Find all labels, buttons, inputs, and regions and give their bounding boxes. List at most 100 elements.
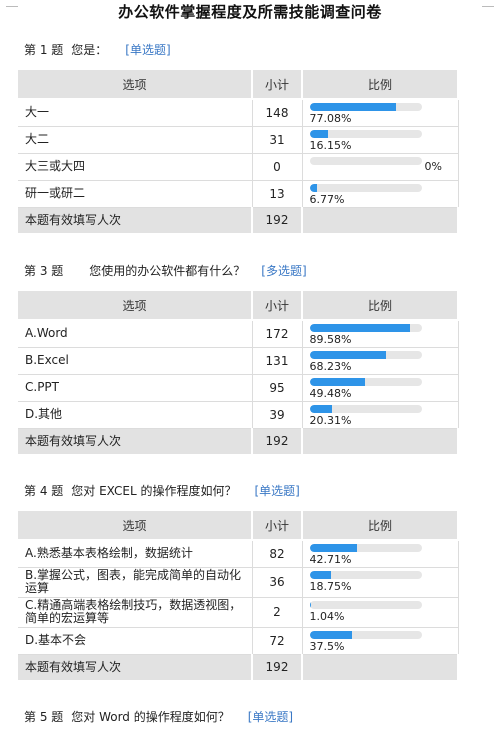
ratio-percent: 37.5%	[309, 639, 345, 653]
ratio-percent: 68.23%	[309, 359, 352, 373]
ratio-bar-track	[309, 350, 422, 359]
question-1-table: 选项 小计 比例 大一 148 77.08% 大二 31 16.15% 大三或大…	[18, 70, 459, 233]
option-label: B.掌握公式，图表，能完成简单的自动化运算	[18, 567, 253, 598]
option-count: 39	[252, 401, 303, 429]
ratio-percent: 1.04%	[309, 609, 345, 623]
question-3-table: 选项 小计 比例 A.Word 172 89.58% B.Excel 131 6…	[18, 291, 459, 454]
total-row: 本题有效填写人次 192	[18, 207, 459, 233]
option-count: 13	[252, 180, 303, 208]
table-row: C.精通高端表格绘制技巧，数据透视图，简单的宏运算等 2 1.04%	[18, 597, 459, 628]
option-count: 2	[252, 597, 303, 628]
corner-mark-left	[6, 6, 18, 7]
ratio-bar-track	[309, 630, 422, 639]
header-count: 小计	[252, 70, 303, 100]
corner-mark-right	[482, 6, 494, 7]
ratio-bar-fill	[309, 377, 365, 386]
question-1-header: 第 1 题您是： [单选题]	[24, 41, 171, 58]
option-count: 31	[252, 126, 303, 154]
ratio-percent: 42.71%	[309, 553, 352, 566]
header-count: 小计	[252, 511, 303, 541]
ratio-percent: 18.75%	[309, 579, 352, 593]
option-label: 大三或大四	[18, 153, 253, 181]
page-title: 办公软件掌握程度及所需技能调查问卷	[118, 3, 382, 21]
option-label: B.Excel	[18, 347, 253, 375]
option-label: 大一	[18, 99, 253, 127]
question-type-link[interactable]: [多选题]	[261, 264, 307, 278]
ratio-bar-track	[309, 600, 422, 609]
ratio-bar-fill	[309, 324, 410, 332]
total-count: 192	[252, 428, 303, 454]
ratio-bar-track	[309, 183, 422, 192]
table-row: B.掌握公式，图表，能完成简单的自动化运算 36 18.75%	[18, 567, 459, 598]
option-ratio: 1.04%	[302, 597, 459, 628]
option-label: 大二	[18, 126, 253, 154]
ratio-bar-track	[309, 544, 422, 552]
option-ratio: 77.08%	[302, 99, 459, 127]
question-5-header: 第 5 题您对 Word 的操作程度如何？ [单选题]	[24, 708, 293, 725]
table-header-row: 选项 小计 比例	[18, 291, 459, 321]
table-row: A.熟悉基本表格绘制，数据统计 82 42.71%	[18, 540, 459, 568]
ratio-bar-track	[309, 156, 422, 165]
question-3-header: 第 3 题 您使用的办公软件都有什么？ [多选题]	[24, 262, 307, 279]
table-row: 大三或大四 0 0%	[18, 153, 459, 181]
total-row: 本题有效填写人次 192	[18, 654, 459, 680]
option-label: C.PPT	[18, 374, 253, 402]
option-ratio: 18.75%	[302, 567, 459, 598]
option-ratio: 6.77%	[302, 180, 459, 208]
ratio-percent: 20.31%	[309, 413, 352, 427]
table-row: B.Excel 131 68.23%	[18, 347, 459, 375]
ratio-bar-fill	[309, 103, 396, 111]
option-ratio: 42.71%	[302, 540, 459, 568]
question-type-link[interactable]: [单选题]	[254, 484, 300, 498]
header-ratio: 比例	[302, 511, 459, 541]
table-row: C.PPT 95 49.48%	[18, 374, 459, 402]
option-label: A.熟悉基本表格绘制，数据统计	[18, 540, 253, 568]
table-header-row: 选项 小计 比例	[18, 70, 459, 100]
ratio-percent: 77.08%	[309, 112, 352, 125]
option-ratio: 20.31%	[302, 401, 459, 429]
question-number: 第 3 题	[24, 264, 64, 278]
question-text: 您对 Word 的操作程度如何？	[71, 710, 230, 724]
ratio-percent: 49.48%	[309, 386, 352, 400]
option-label: 研一或研二	[18, 180, 253, 208]
total-label: 本题有效填写人次	[18, 428, 253, 454]
total-label: 本题有效填写人次	[18, 654, 253, 680]
option-label: C.精通高端表格绘制技巧，数据透视图，简单的宏运算等	[18, 597, 253, 628]
ratio-bar-fill	[309, 630, 352, 639]
table-header-row: 选项 小计 比例	[18, 511, 459, 541]
question-number: 第 4 题	[24, 484, 64, 498]
question-text: 您是：	[71, 43, 108, 57]
question-text: 您使用的办公软件都有什么？	[89, 264, 246, 278]
total-label: 本题有效填写人次	[18, 207, 253, 233]
ratio-percent: 6.77%	[309, 192, 345, 206]
table-row: 大二 31 16.15%	[18, 126, 459, 154]
option-count: 82	[252, 540, 303, 568]
total-count: 192	[252, 654, 303, 680]
option-label: D.其他	[18, 401, 253, 429]
header-ratio: 比例	[302, 70, 459, 100]
question-type-link[interactable]: [单选题]	[247, 710, 294, 724]
ratio-percent: 0%	[424, 159, 442, 173]
ratio-bar-fill	[309, 544, 358, 552]
option-ratio: 49.48%	[302, 374, 459, 402]
ratio-bar-fill	[309, 570, 331, 579]
option-label: A.Word	[18, 320, 253, 348]
option-count: 0	[252, 153, 303, 181]
header-ratio: 比例	[302, 291, 459, 321]
table-row: D.基本不会 72 37.5%	[18, 627, 459, 655]
option-ratio: 68.23%	[302, 347, 459, 375]
table-row: 研一或研二 13 6.77%	[18, 180, 459, 208]
option-count: 36	[252, 567, 303, 598]
question-type-link[interactable]: [单选题]	[125, 43, 171, 57]
ratio-bar-track	[309, 324, 422, 332]
ratio-bar-track	[309, 404, 422, 413]
question-number: 第 5 题	[24, 710, 64, 724]
ratio-bar-track	[309, 377, 422, 386]
total-ratio-empty	[302, 428, 459, 454]
total-ratio-empty	[302, 207, 459, 233]
option-ratio: 16.15%	[302, 126, 459, 154]
total-row: 本题有效填写人次 192	[18, 428, 459, 454]
total-ratio-empty	[302, 654, 459, 680]
question-4-table: 选项 小计 比例 A.熟悉基本表格绘制，数据统计 82 42.71% B.掌握公…	[18, 511, 459, 680]
table-row: 大一 148 77.08%	[18, 99, 459, 127]
